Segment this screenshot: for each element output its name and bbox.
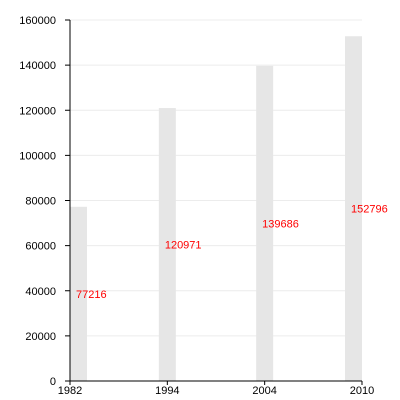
x-tick-label: 2010: [350, 385, 374, 397]
bar-value-label: 139686: [262, 218, 299, 230]
y-tick-label: 100000: [19, 150, 56, 162]
bars: [70, 36, 362, 382]
bar-value-label: 77216: [76, 289, 107, 301]
x-tick-label: 2004: [252, 385, 276, 397]
y-tick-label: 20000: [25, 331, 56, 343]
y-tick-label: 0: [50, 376, 56, 388]
y-tick-label: 40000: [25, 286, 56, 298]
y-tick-label: 160000: [19, 15, 56, 27]
y-tick-label: 80000: [25, 196, 56, 208]
y-tick-label: 140000: [19, 60, 56, 72]
y-axis-ticks: 0 20000 40000 60000 80000 100000 120000 140000 1…: [19, 15, 70, 388]
y-tick-label: 120000: [19, 105, 56, 117]
bar: [70, 206, 87, 381]
bar: [256, 65, 274, 381]
x-tick-label: 1994: [155, 385, 179, 397]
bar-value-label: 152796: [351, 204, 388, 216]
gridlines: [70, 19, 362, 337]
x-tick-label: 1982: [58, 385, 82, 397]
y-tick-label: 60000: [25, 241, 56, 253]
bar-value-label: 120971: [165, 240, 202, 252]
x-axis-ticks: 1982 1994 2004 2010: [58, 381, 374, 397]
bar: [345, 36, 362, 381]
bar: [158, 108, 176, 382]
data-labels: 77216 120971 139686 152796: [76, 204, 388, 301]
